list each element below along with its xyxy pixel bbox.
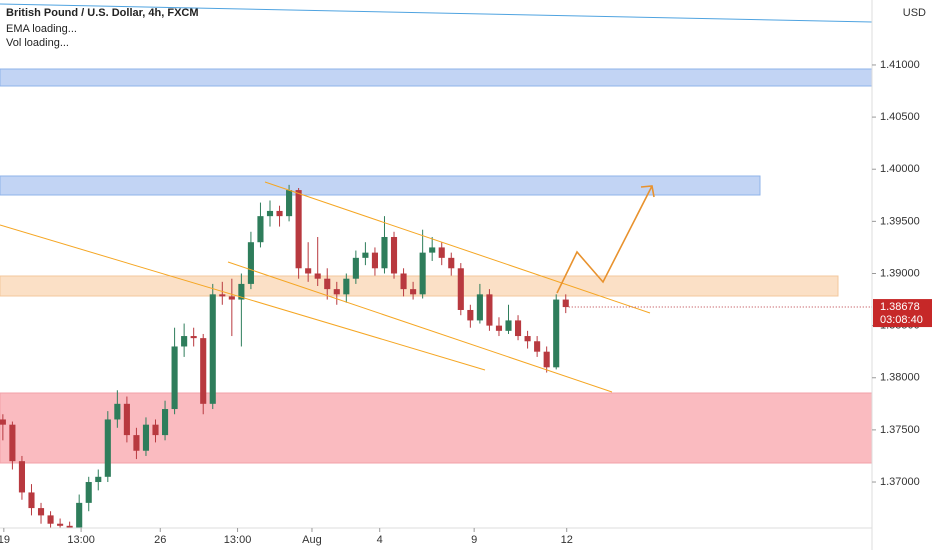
candle-body xyxy=(524,336,531,342)
candle-body xyxy=(171,346,178,410)
candle-body xyxy=(314,273,321,279)
candle-body xyxy=(161,409,169,436)
candle-body xyxy=(534,341,541,352)
candle-body xyxy=(190,336,197,339)
x-tick-label: 26 xyxy=(154,534,166,546)
candle-body xyxy=(28,492,35,509)
countdown-label: 03:08:40 xyxy=(880,314,923,326)
candle-body xyxy=(352,257,359,279)
candle-body xyxy=(0,419,6,425)
candle-body xyxy=(276,210,283,217)
candle-body xyxy=(562,299,569,308)
candle-body xyxy=(238,283,245,300)
candle-body xyxy=(9,424,16,462)
candle-body xyxy=(448,257,455,269)
price-axis xyxy=(872,0,932,550)
candle-body xyxy=(333,289,340,295)
candle-body xyxy=(228,296,235,300)
candle-body xyxy=(200,338,207,404)
x-tick-label: 9 xyxy=(471,534,477,546)
candle-body xyxy=(305,268,312,274)
candle-body xyxy=(104,419,111,477)
candle-body xyxy=(37,508,45,516)
candle-body xyxy=(505,320,512,331)
indicator-label: EMA loading... xyxy=(6,23,77,35)
candle-body xyxy=(66,525,73,528)
y-tick-label: 1.40000 xyxy=(880,163,920,175)
candle-body xyxy=(381,236,388,269)
y-tick-label: 1.37000 xyxy=(880,476,920,488)
candle-body xyxy=(142,424,150,451)
candle-body xyxy=(152,424,159,436)
candle-body xyxy=(219,294,226,297)
candle-body xyxy=(181,336,188,347)
arrow-head xyxy=(640,185,655,198)
candle-body xyxy=(410,289,417,295)
candle-body xyxy=(76,502,83,528)
candle-body xyxy=(343,278,350,295)
candle-body xyxy=(47,515,54,524)
y-tick-label: 1.41000 xyxy=(880,59,920,71)
candle-body xyxy=(438,247,445,258)
candle-body xyxy=(133,435,140,451)
candle-body xyxy=(419,252,426,295)
candle-body xyxy=(295,190,302,269)
currency-label: USD xyxy=(903,7,926,19)
trend-line xyxy=(0,3,872,23)
candle-body xyxy=(18,461,25,493)
plot-area xyxy=(0,3,872,528)
candle-body xyxy=(266,210,274,217)
candle-body xyxy=(543,351,550,368)
x-tick-label: 19 xyxy=(0,534,10,546)
candle-body xyxy=(247,242,254,284)
candle-body xyxy=(495,325,503,331)
chart-title: British Pound / U.S. Dollar, 4h, FXCM xyxy=(6,7,199,19)
candle-body xyxy=(286,190,293,217)
x-tick-label: 12 xyxy=(561,534,573,546)
candle-body xyxy=(324,278,331,290)
y-tick-label: 1.37500 xyxy=(880,424,920,436)
candle-body xyxy=(257,216,264,243)
last-price-label: 1.38678 xyxy=(880,301,920,313)
indicator-label: Vol loading... xyxy=(6,37,69,49)
candle-body xyxy=(85,482,92,503)
x-tick-label: 13:00 xyxy=(67,534,95,546)
projection-arrow xyxy=(556,185,653,294)
y-tick-label: 1.40500 xyxy=(880,111,920,123)
y-tick-label: 1.39500 xyxy=(880,215,920,227)
y-tick-label: 1.39000 xyxy=(880,267,920,279)
candle-body xyxy=(457,268,464,310)
x-tick-label: 13:00 xyxy=(224,534,252,546)
candle-body xyxy=(486,294,493,326)
candle-body xyxy=(390,236,398,274)
last-price-box xyxy=(873,299,932,328)
candle-body xyxy=(429,247,436,253)
candle-body xyxy=(114,403,121,420)
pivot-zone xyxy=(0,275,839,297)
channel-line xyxy=(227,261,613,393)
candle-body xyxy=(57,523,64,526)
candle-body xyxy=(123,403,130,436)
candle-body xyxy=(467,309,474,321)
trend-line xyxy=(0,224,486,371)
candle-body xyxy=(209,294,216,404)
demand-zone xyxy=(0,392,872,464)
candle-body xyxy=(95,476,102,483)
candle-body xyxy=(362,252,369,258)
x-tick-label: 4 xyxy=(377,534,383,546)
candle-body xyxy=(371,252,378,269)
x-tick-label: Aug xyxy=(302,534,322,546)
supply-zone xyxy=(0,175,761,196)
y-tick-label: 1.38000 xyxy=(880,372,920,384)
candle-body xyxy=(400,273,407,290)
candle-body xyxy=(476,294,483,321)
channel-line xyxy=(264,181,651,314)
candle-body xyxy=(514,320,522,337)
supply-zone xyxy=(0,68,872,87)
candle-body xyxy=(553,299,560,368)
